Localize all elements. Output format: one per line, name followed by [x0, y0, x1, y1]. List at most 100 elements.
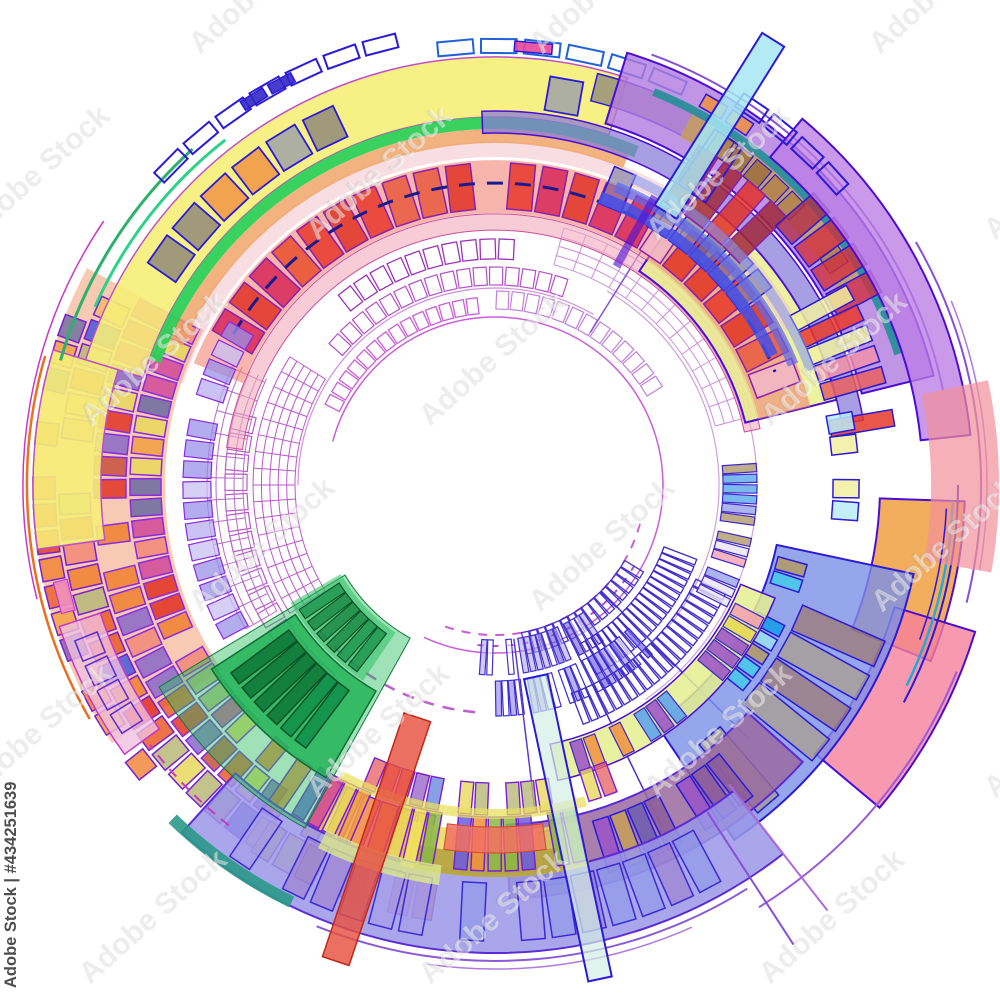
cells-20 [695, 583, 732, 608]
wirerects-7 [378, 292, 401, 317]
cells-40 [186, 418, 219, 442]
cells-50 [239, 86, 269, 112]
cells-45 [264, 123, 314, 173]
cells-20 [700, 574, 736, 599]
cells-40 [210, 339, 245, 368]
cells-85 [656, 690, 688, 725]
wirerects-10 [369, 264, 394, 292]
bar-112 [321, 711, 432, 967]
wirerects-4 [550, 300, 571, 324]
grid-6 [253, 498, 296, 503]
cells-20 [720, 502, 757, 516]
grid-14 [245, 610, 278, 630]
wirerects-105 [109, 701, 144, 735]
grid-14 [209, 517, 246, 524]
grid-6 [262, 417, 303, 431]
wirerects-105 [73, 631, 107, 663]
cells-45 [199, 171, 250, 223]
wirerects-51 [479, 37, 518, 55]
cells-95 [578, 766, 603, 803]
cells-18 [581, 657, 604, 693]
wirerects-12 [224, 452, 250, 473]
wirerects-12 [224, 473, 248, 492]
cells-85 [705, 638, 741, 670]
wirerects-15 [599, 585, 623, 609]
wirerects-4 [564, 306, 585, 330]
dash-106 [149, 744, 230, 827]
cells-16 [522, 635, 537, 673]
cells-35 [72, 585, 110, 616]
ring-elements [22, 31, 999, 983]
cells-34 [133, 645, 173, 679]
watermark-tile-halo: Adobe Stock [0, 471, 3, 618]
cells-35 [167, 752, 207, 791]
cells-28 [381, 174, 422, 228]
wirerects-10 [440, 241, 462, 266]
cells-33 [137, 554, 174, 581]
wirerects-10 [386, 256, 411, 283]
wirerects-17 [649, 570, 685, 595]
watermark-tile-text: Adobe Stock [0, 99, 116, 246]
cells-81 [741, 681, 831, 762]
wirerects-19 [638, 648, 668, 680]
wirerects-17 [634, 592, 668, 621]
cells-76 [828, 433, 859, 457]
cells-34 [124, 626, 163, 659]
cells-87 [595, 862, 637, 927]
grid-6 [281, 370, 319, 392]
arc-47 [93, 138, 227, 308]
cells-103 [298, 582, 347, 620]
cells-81 [759, 657, 852, 733]
wirerects-3 [451, 298, 468, 319]
cells-80 [773, 555, 808, 578]
watermark-tile-text: Adobe Stock [863, 0, 1000, 60]
grid-6 [273, 565, 313, 584]
arc-48 [22, 220, 105, 600]
wirerects-4 [611, 340, 635, 364]
cells-18 [569, 662, 591, 699]
grid-14 [207, 497, 244, 501]
wirerects-19 [650, 636, 681, 668]
cells-85 [608, 721, 636, 758]
cells-16 [528, 634, 544, 671]
wirerects-17 [658, 552, 695, 574]
grid-14 [208, 454, 245, 460]
wirerects-10 [403, 250, 427, 276]
bar-110 [653, 31, 786, 221]
cells-45 [230, 145, 281, 196]
cells-45 [171, 201, 222, 252]
grid-6 [253, 467, 296, 472]
cells-103 [347, 626, 388, 673]
wirerects-4 [537, 296, 556, 319]
wirerects-3 [346, 359, 368, 380]
cells-103 [306, 591, 354, 632]
watermark-tile-text: Adobe Stock [978, 657, 1000, 804]
wirerects-49 [361, 32, 400, 57]
wirerects-19 [612, 667, 639, 702]
wirerects-4 [509, 290, 526, 312]
cells-95 [592, 760, 618, 798]
cells-83 [705, 752, 754, 808]
cells-28 [351, 185, 395, 240]
grid-6 [255, 512, 298, 520]
grid-11 [553, 264, 716, 427]
wirerects-10 [479, 238, 497, 261]
cells-87 [515, 879, 547, 942]
cells-87 [281, 835, 331, 901]
wirerects-10 [422, 244, 444, 270]
cells-18 [603, 643, 630, 678]
cells-40 [183, 439, 215, 461]
grid-14 [213, 536, 249, 546]
watermark-tile-text: Adobe Stock [0, 0, 1, 60]
cells-61 [812, 344, 881, 384]
wirerects-15 [615, 566, 640, 587]
grid-6 [255, 450, 298, 458]
wirerects-19 [660, 625, 693, 654]
cells-76 [832, 478, 860, 499]
cells-34 [108, 585, 147, 615]
watermark-credit-text: Adobe Stock | #434251639 [2, 782, 20, 988]
wirerects-19 [632, 653, 661, 686]
wirerects-17 [625, 602, 658, 633]
grid-6 [262, 539, 303, 553]
